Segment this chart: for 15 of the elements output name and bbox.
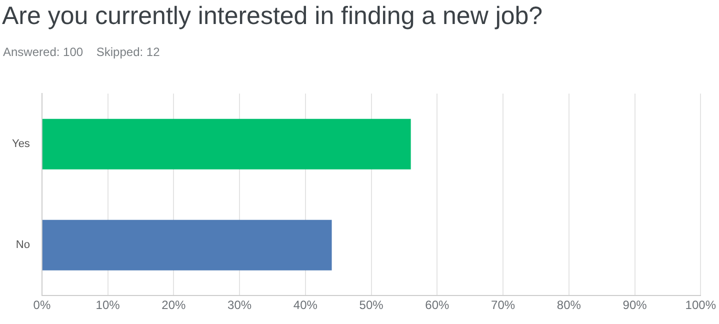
y-tick-label: No <box>16 239 30 252</box>
x-tick-label: 30% <box>228 298 252 312</box>
x-tick-label: 20% <box>162 298 186 312</box>
x-tick-label: 80% <box>556 298 582 312</box>
chart-title: Are you currently interested in finding a new job? <box>2 2 543 31</box>
x-tick-label: 90% <box>622 298 648 312</box>
x-tick-label: 70% <box>491 298 516 312</box>
x-tick-label: 10% <box>96 298 120 312</box>
x-tick-label: 40% <box>293 298 318 312</box>
chart-subtitle: Answered: 100 Skipped: 12 <box>3 45 160 59</box>
x-tick-label: 0% <box>33 298 51 312</box>
y-tick-label: Yes <box>12 138 30 150</box>
x-tick-label: 50% <box>359 298 384 312</box>
x-tick-label: 60% <box>425 298 450 312</box>
x-tick-label: 100% <box>685 298 716 312</box>
